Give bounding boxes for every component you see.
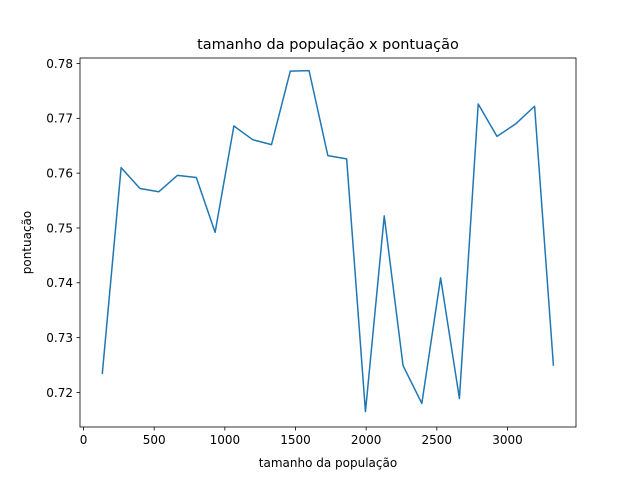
y-axis-label: pontuação	[20, 211, 34, 275]
plot-area	[101, 69, 555, 413]
x-tick-label: 3000	[492, 433, 523, 447]
x-axis-label: tamanho da população	[259, 456, 397, 470]
y-tick-label: 0.78	[46, 57, 73, 71]
x-tick-label: 1500	[280, 433, 311, 447]
series-line-0	[101, 69, 555, 413]
x-tick-label: 2000	[351, 433, 382, 447]
y-tick-label: 0.75	[46, 221, 73, 235]
x-tick-label: 1000	[210, 433, 241, 447]
chart-title: tamanho da população x pontuação	[197, 37, 459, 53]
y-axis: 0.72 0.73 0.74 0.75 0.76 0.77 0.78	[46, 57, 80, 400]
y-tick-label: 0.76	[46, 166, 73, 180]
y-tick-label: 0.74	[46, 276, 73, 290]
y-tick-label: 0.73	[46, 331, 73, 345]
x-tick-label: 2500	[422, 433, 453, 447]
x-tick-label: 500	[143, 433, 166, 447]
x-axis: 0 500 1000 1500 2000 2500 3000	[80, 427, 523, 447]
x-tick-label: 0	[80, 433, 88, 447]
y-tick-label: 0.77	[46, 112, 73, 126]
axes-frame	[79, 57, 577, 428]
y-tick-label: 0.72	[46, 386, 73, 400]
